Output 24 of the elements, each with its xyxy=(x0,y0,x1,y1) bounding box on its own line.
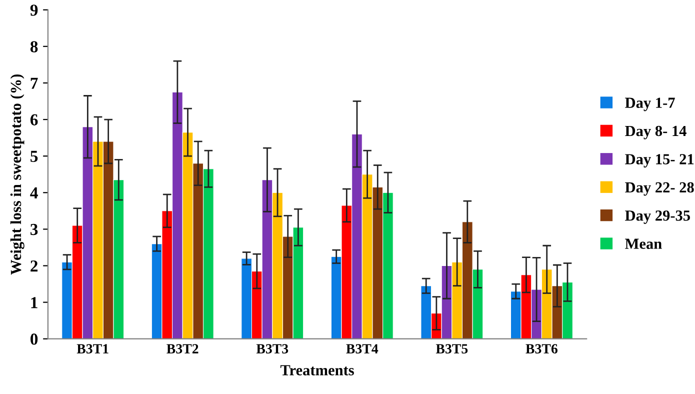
x-tick-label: B3T6 xyxy=(526,344,558,354)
x-axis-title: Treatments xyxy=(280,365,354,376)
legend-label: Day 22- 28 xyxy=(625,182,694,196)
y-tick-label: 6 xyxy=(30,114,38,126)
y-tick-label: 3 xyxy=(30,224,38,236)
y-tick-label: 1 xyxy=(31,297,38,308)
legend-label: Day 1-7 xyxy=(625,98,675,112)
y-tick-label: 9 xyxy=(30,4,38,16)
x-tick-label: B3T2 xyxy=(166,344,198,354)
y-tick-label: 8 xyxy=(30,41,38,52)
legend-label: Day 29-35 xyxy=(625,210,690,224)
y-tick-label: 7 xyxy=(30,78,38,89)
y-tick-label: 5 xyxy=(30,150,38,162)
y-axis-title: Weight loss in sweetpotato (%) xyxy=(10,74,24,275)
x-tick-label: B3T3 xyxy=(256,344,288,354)
legend-label: Day 15- 21 xyxy=(625,154,694,168)
y-tick-label: 0 xyxy=(30,334,38,345)
legend-label: Mean xyxy=(625,238,662,249)
y-tick-label: 2 xyxy=(30,260,38,272)
y-tick-label: 4 xyxy=(30,187,38,198)
x-tick-label: B3T4 xyxy=(346,344,378,354)
legend-label: Day 8- 14 xyxy=(625,126,686,140)
x-tick-label: B3T5 xyxy=(436,344,468,354)
x-tick-label: B3T1 xyxy=(76,344,108,354)
